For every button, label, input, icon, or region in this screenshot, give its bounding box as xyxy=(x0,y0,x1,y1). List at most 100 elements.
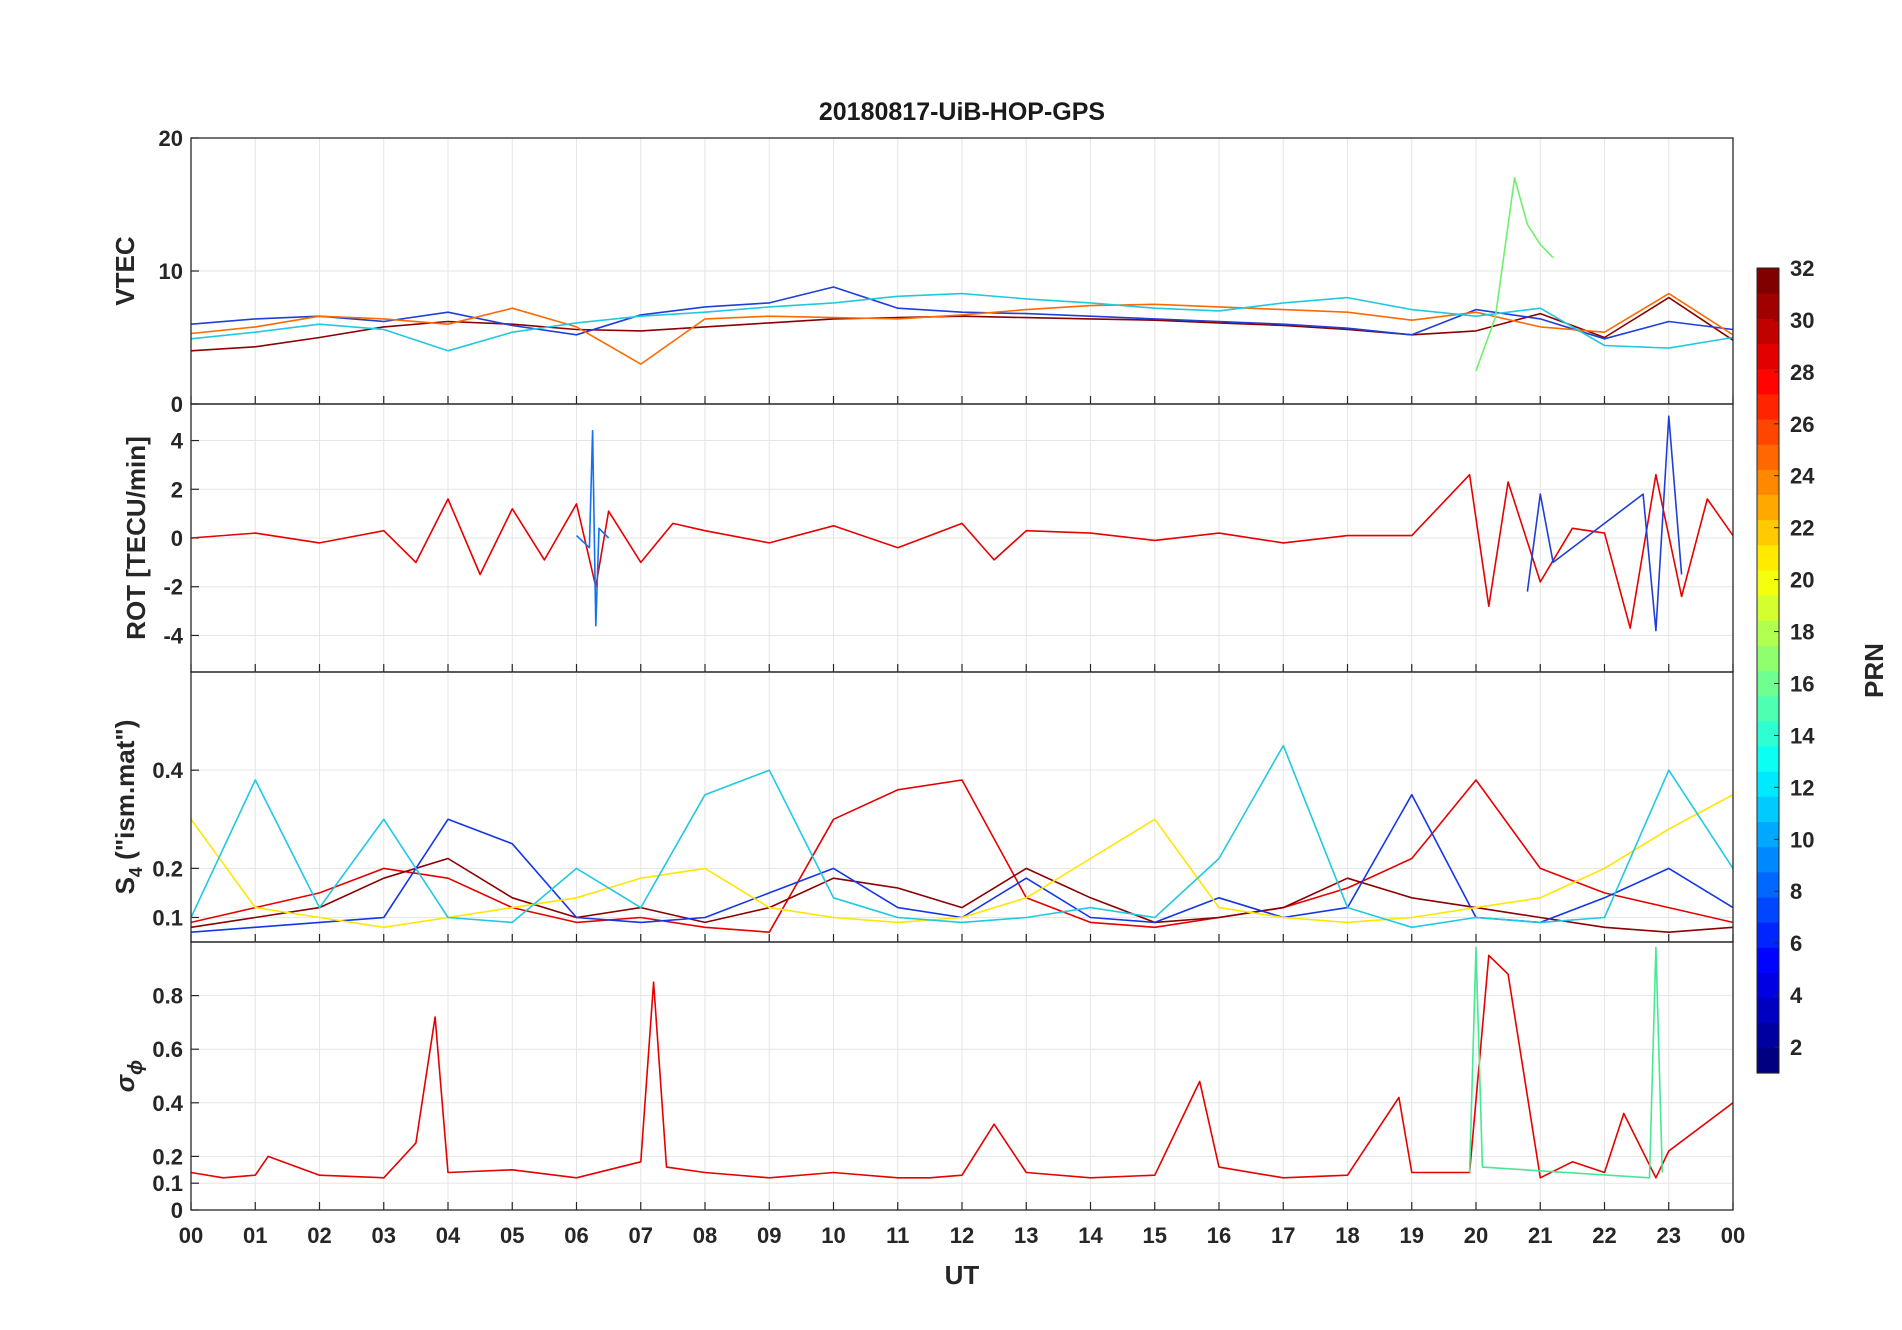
colorbar-tick-label: 26 xyxy=(1790,412,1814,437)
colorbar-swatch xyxy=(1757,771,1779,797)
colorbar-swatch xyxy=(1757,997,1779,1024)
x-tick-label: 09 xyxy=(757,1223,781,1248)
y-axis-label-rot: ROT [TECU/min] xyxy=(121,436,151,640)
y-tick-label: 0.4 xyxy=(152,1091,183,1116)
series-line-prn-12 xyxy=(191,744,1733,929)
colorbar-swatch xyxy=(1757,972,1779,999)
x-tick-label: 22 xyxy=(1592,1223,1616,1248)
x-tick-label: 21 xyxy=(1528,1223,1552,1248)
series-group xyxy=(191,946,1733,1179)
chart-title: 20180817-UiB-HOP-GPS xyxy=(819,98,1105,126)
x-tick-label: 17 xyxy=(1271,1223,1295,1248)
y-axis-label-sigma_phi: σϕ xyxy=(110,1060,147,1092)
x-tick-label: 19 xyxy=(1400,1223,1424,1248)
series-group xyxy=(191,415,1733,632)
colorbar-swatch xyxy=(1757,444,1779,470)
y-tick-label: 0 xyxy=(171,1198,183,1223)
colorbar-swatch xyxy=(1757,620,1779,646)
y-tick-label: -4 xyxy=(163,623,183,648)
series-line-prn-30 xyxy=(191,296,1733,352)
y-tick-label: -2 xyxy=(163,575,183,600)
y-tick-label: 0.2 xyxy=(152,856,183,881)
x-tick-label: 00 xyxy=(179,1223,203,1248)
y-tick-label: 0.1 xyxy=(152,1171,183,1196)
colorbar-swatch xyxy=(1757,368,1779,395)
y-tick-label: 0 xyxy=(171,526,183,551)
x-axis: 00 01 02 03 04 05 06 07 08 09 10 11 12 13 14 15 16 17 18 19… xyxy=(179,1223,1745,1248)
series-line-prn-28 xyxy=(191,779,1733,933)
panel-vtec: 0 10 20 VTEC xyxy=(110,126,1734,417)
x-tick-label: 16 xyxy=(1207,1223,1231,1248)
x-tick-label: 06 xyxy=(564,1223,588,1248)
colorbar-tick-label: 8 xyxy=(1790,879,1802,904)
colorbar-tick-label: 18 xyxy=(1790,620,1814,645)
series-line-prn-7 xyxy=(1526,415,1683,632)
colorbar-swatch xyxy=(1757,318,1779,345)
panel-sigma_phi: 00.10.2 0.4 0.6 0.8 σϕ xyxy=(110,941,1734,1223)
y-tick-label: 0 xyxy=(171,392,183,417)
x-tick-label: 07 xyxy=(629,1223,653,1248)
colorbar-swatch xyxy=(1757,519,1779,546)
colorbar-frame xyxy=(1756,267,1780,1074)
x-tick-label: 14 xyxy=(1078,1223,1103,1248)
colorbar-swatch xyxy=(1757,896,1779,923)
series-group xyxy=(191,177,1733,372)
colorbar-swatch xyxy=(1757,595,1779,621)
series-line-prn-28 xyxy=(191,473,1733,629)
colorbar-tick-label: 14 xyxy=(1790,723,1815,748)
colorbar-tick-label: 22 xyxy=(1790,516,1814,541)
colorbar-swatch xyxy=(1757,670,1779,697)
y-tick-label: 10 xyxy=(159,259,183,284)
colorbar-swatch xyxy=(1757,821,1779,848)
colorbar-swatch xyxy=(1757,871,1779,898)
x-tick-label: 20 xyxy=(1464,1223,1488,1248)
x-tick-label: 12 xyxy=(950,1223,974,1248)
colorbar-swatch xyxy=(1757,745,1779,772)
y-tick-label: 0.6 xyxy=(152,1037,183,1062)
colorbar-swatch xyxy=(1757,569,1779,596)
x-tick-label: 04 xyxy=(436,1223,461,1248)
x-tick-label: 13 xyxy=(1014,1223,1038,1248)
panel-s4: 0.1 0.2 0.4S4 ("ism.mat") xyxy=(110,671,1734,943)
colorbar-tick-label: 12 xyxy=(1790,775,1814,800)
series-line-prn-26 xyxy=(191,292,1733,365)
colorbar-tick-label: 2 xyxy=(1790,1035,1802,1060)
x-tick-label: 03 xyxy=(372,1223,396,1248)
panel-rot: -4 -2 0 2 4 ROT [TECU/min] xyxy=(121,403,1734,673)
series-line-prn-8 xyxy=(575,430,610,627)
colorbar-swatch xyxy=(1757,720,1779,747)
colorbar-tick-label: 4 xyxy=(1790,983,1803,1008)
y-axis-label-vtec: VTEC xyxy=(110,236,140,306)
colorbar-swatch xyxy=(1757,469,1779,496)
colorbar-swatch xyxy=(1757,544,1779,571)
colorbar-swatch xyxy=(1757,796,1779,823)
series-line-prn-16 xyxy=(1475,177,1554,372)
y-tick-label: 0.4 xyxy=(152,758,183,783)
colorbar-swatch xyxy=(1757,695,1779,722)
colorbar-swatch xyxy=(1757,846,1779,873)
colorbar-swatch xyxy=(1757,268,1779,294)
x-tick-label: 15 xyxy=(1143,1223,1167,1248)
y-tick-label: 0.2 xyxy=(152,1144,183,1169)
x-tick-label: 11 xyxy=(886,1223,909,1248)
colorbar-tick-label: 10 xyxy=(1790,827,1814,852)
x-tick-label: 08 xyxy=(693,1223,717,1248)
colorbar-label: PRN xyxy=(1859,643,1889,698)
y-tick-label: 20 xyxy=(159,126,183,151)
series-line-prn-28 xyxy=(191,954,1733,1179)
colorbar-swatch xyxy=(1757,418,1779,445)
x-tick-label: 00 xyxy=(1721,1223,1745,1248)
series-line-prn-15 xyxy=(1468,946,1664,1179)
colorbar-swatch xyxy=(1757,645,1779,672)
x-tick-label: 23 xyxy=(1657,1223,1681,1248)
colorbar-swatch xyxy=(1757,947,1779,973)
colorbar-swatch xyxy=(1757,1047,1779,1074)
x-tick-label: 10 xyxy=(821,1223,845,1248)
x-tick-label: 05 xyxy=(500,1223,524,1248)
x-axis-label: UT xyxy=(945,1260,980,1290)
y-axis-label-s4: S4 ("ism.mat") xyxy=(110,720,146,895)
colorbar-swatch xyxy=(1757,393,1779,420)
y-tick-label: 0.8 xyxy=(152,984,183,1009)
x-tick-label: 02 xyxy=(307,1223,331,1248)
